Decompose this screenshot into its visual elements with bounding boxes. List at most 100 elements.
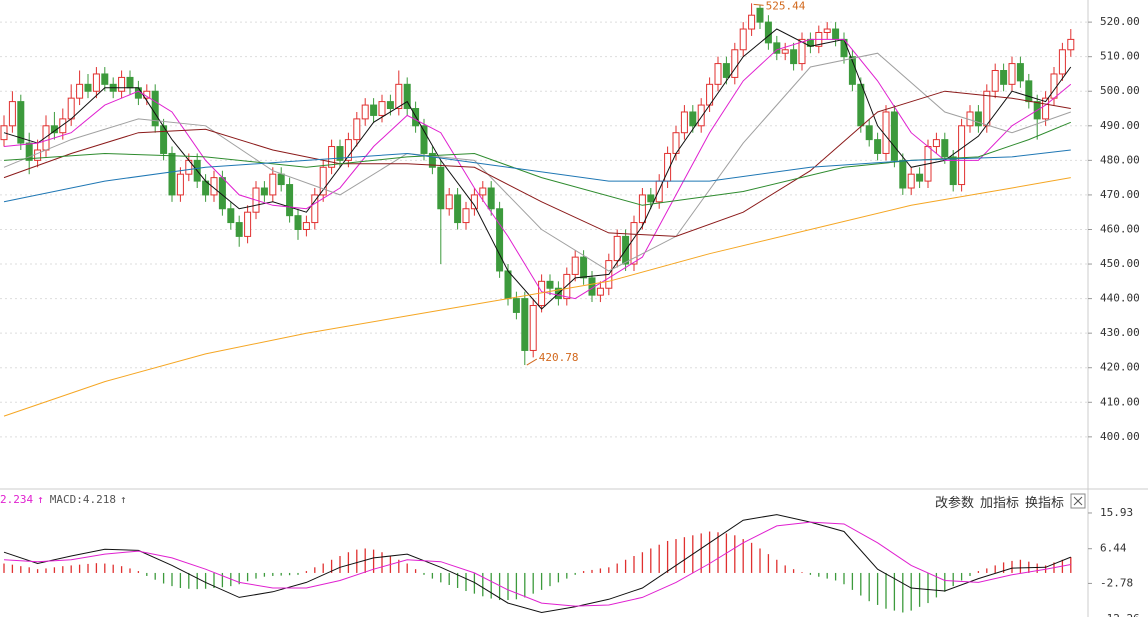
candle-body bbox=[1042, 97, 1050, 120]
candle-body bbox=[378, 101, 386, 116]
candle-body bbox=[529, 305, 537, 351]
candle-body bbox=[227, 208, 235, 224]
candle-body bbox=[764, 21, 772, 44]
y-tick-label: 400.00 bbox=[1100, 430, 1140, 443]
indicator-line bbox=[3, 38, 1072, 300]
toolbar-button[interactable]: 换指标 bbox=[1025, 496, 1065, 511]
indicator-line bbox=[3, 521, 1071, 607]
candle-body bbox=[25, 142, 33, 161]
candle-body bbox=[563, 273, 571, 300]
candle-body bbox=[512, 298, 520, 313]
candle-body bbox=[874, 139, 882, 154]
candle-body bbox=[790, 49, 798, 65]
candle-body bbox=[286, 184, 294, 217]
candle-body bbox=[941, 139, 949, 158]
candle-body bbox=[168, 152, 176, 196]
toolbar-button[interactable]: 加指标 bbox=[980, 496, 1020, 511]
y-tick-label: 15.93 bbox=[1100, 506, 1133, 519]
trend-arrow: ↑ bbox=[37, 493, 44, 506]
candle-body bbox=[428, 152, 436, 168]
candle-body bbox=[244, 211, 252, 237]
toolbar-button[interactable]: 改参数 bbox=[935, 496, 975, 511]
candle-body bbox=[689, 111, 697, 127]
y-tick-label: 420.00 bbox=[1100, 361, 1140, 374]
indicator-line bbox=[3, 28, 1072, 310]
candle-body bbox=[8, 101, 16, 127]
candle-body bbox=[521, 298, 529, 351]
candle-body bbox=[748, 14, 756, 30]
candle-body bbox=[571, 256, 579, 275]
indicator-line bbox=[3, 514, 1071, 614]
candle-body bbox=[932, 139, 940, 148]
candle-body bbox=[336, 146, 344, 161]
low-annotation: 420.78 bbox=[539, 351, 579, 364]
candle-body bbox=[848, 56, 856, 85]
candle-body bbox=[34, 149, 42, 161]
candle-body bbox=[84, 83, 92, 92]
candle-body bbox=[487, 187, 495, 210]
y-tick-label: 6.44 bbox=[1100, 542, 1127, 555]
dea-value: 2.234 bbox=[0, 493, 33, 506]
candle-body bbox=[403, 83, 411, 110]
close-icon bbox=[1073, 496, 1083, 506]
indicator-line bbox=[3, 177, 1071, 417]
candle-body bbox=[1016, 63, 1024, 82]
candle-body bbox=[697, 104, 705, 127]
candle-body bbox=[596, 287, 604, 296]
candle-body bbox=[344, 139, 352, 161]
candle-body bbox=[680, 111, 688, 134]
indicator-line bbox=[3, 149, 1071, 203]
candle-body bbox=[504, 270, 512, 300]
y-tick-label: 450.00 bbox=[1100, 257, 1140, 270]
candle-body bbox=[260, 187, 268, 196]
candle-body bbox=[907, 173, 915, 189]
candle-body bbox=[890, 111, 898, 161]
candle-body bbox=[899, 159, 907, 189]
candle-body bbox=[798, 38, 806, 65]
candle-body bbox=[42, 125, 50, 151]
macd-name: MACD: bbox=[50, 493, 83, 506]
candle-body bbox=[882, 111, 890, 154]
trend-arrow: ↑ bbox=[120, 493, 127, 506]
candle-body bbox=[949, 156, 957, 186]
candle-body bbox=[865, 125, 873, 141]
close-button[interactable] bbox=[1070, 493, 1086, 509]
candle-body bbox=[739, 28, 747, 51]
candle-body bbox=[445, 194, 453, 210]
candle-body bbox=[454, 194, 462, 224]
candle-body bbox=[756, 7, 764, 23]
candle-body bbox=[857, 83, 865, 127]
candle-body bbox=[916, 173, 924, 182]
candle-body bbox=[101, 73, 109, 85]
candle-body bbox=[479, 187, 487, 196]
candle-body bbox=[613, 235, 621, 262]
y-tick-label: 490.00 bbox=[1100, 119, 1140, 132]
candle-body bbox=[1067, 38, 1075, 51]
candle-body bbox=[1008, 63, 1016, 85]
y-tick-label: 500.00 bbox=[1100, 84, 1140, 97]
candle-body bbox=[731, 49, 739, 78]
candle-body bbox=[361, 104, 369, 120]
candle-body bbox=[176, 173, 184, 196]
candle-body bbox=[17, 101, 25, 144]
candle-body bbox=[92, 73, 100, 92]
candle-body bbox=[294, 215, 302, 230]
candle-body bbox=[370, 104, 378, 116]
indicator-line bbox=[3, 121, 1071, 206]
indicator-line bbox=[3, 52, 1071, 272]
candle-body bbox=[1000, 70, 1008, 85]
candle-body bbox=[974, 111, 982, 127]
candle-body bbox=[395, 83, 403, 110]
y-tick-label: 410.00 bbox=[1100, 395, 1140, 408]
annotation-arrow bbox=[753, 3, 764, 6]
y-tick-label: 460.00 bbox=[1100, 222, 1140, 235]
candle-body bbox=[991, 70, 999, 92]
y-tick-label: 510.00 bbox=[1100, 50, 1140, 63]
candle-body bbox=[302, 222, 310, 230]
candle-body bbox=[714, 63, 722, 85]
candle-body bbox=[67, 97, 75, 120]
candle-body bbox=[983, 90, 991, 127]
candle-body bbox=[1050, 73, 1058, 99]
